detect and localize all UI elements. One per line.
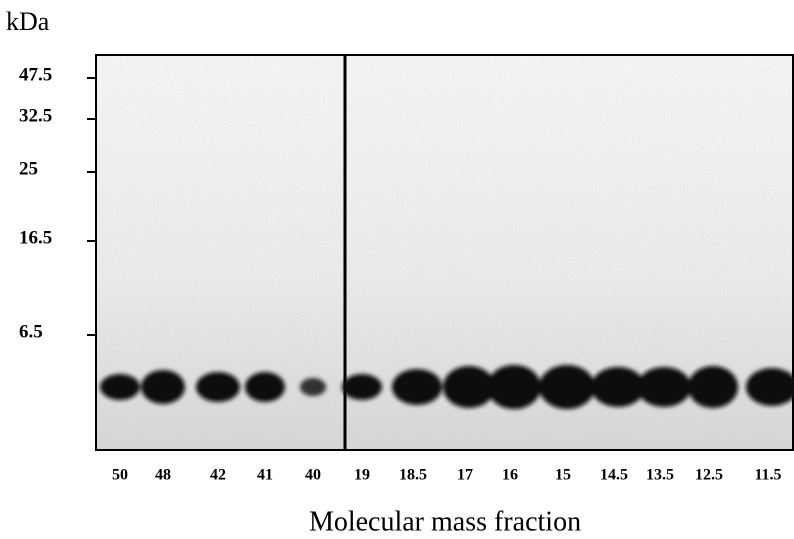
lane-label: 13.5 bbox=[646, 467, 674, 484]
lane-label: 41 bbox=[257, 467, 273, 484]
lane-label: 17 bbox=[457, 467, 473, 484]
band bbox=[300, 378, 326, 396]
marker-label: 6.5 bbox=[19, 321, 43, 342]
band bbox=[196, 372, 240, 402]
lane-label: 18.5 bbox=[399, 467, 427, 484]
band bbox=[443, 366, 495, 408]
band bbox=[539, 365, 595, 409]
lane-label: 48 bbox=[155, 467, 171, 484]
x-title: Molecular mass fraction bbox=[309, 506, 581, 537]
marker-label: 16.5 bbox=[19, 227, 52, 248]
lane-label: 14.5 bbox=[600, 467, 628, 484]
band bbox=[392, 369, 442, 405]
marker-label: 32.5 bbox=[19, 105, 52, 126]
marker-label: 47.5 bbox=[19, 64, 52, 85]
lane-label: 42 bbox=[210, 467, 226, 484]
marker-label: 25 bbox=[19, 158, 38, 179]
lane-label: 16 bbox=[502, 467, 518, 484]
band bbox=[487, 365, 541, 409]
lane-label: 12.5 bbox=[695, 467, 723, 484]
band bbox=[591, 367, 645, 407]
y-unit: kDa bbox=[6, 7, 50, 36]
lane-label: 15 bbox=[555, 467, 571, 484]
band bbox=[746, 368, 794, 406]
band bbox=[141, 370, 185, 404]
band bbox=[637, 367, 691, 407]
lane-label: 50 bbox=[112, 467, 128, 484]
band bbox=[688, 366, 738, 408]
band bbox=[100, 374, 140, 400]
gel-frame bbox=[95, 54, 794, 451]
band bbox=[245, 372, 285, 402]
lane-label: 19 bbox=[354, 467, 370, 484]
bands bbox=[100, 365, 794, 409]
lane-label: 40 bbox=[305, 467, 321, 484]
band bbox=[342, 374, 382, 400]
lane-label: 11.5 bbox=[754, 467, 781, 484]
